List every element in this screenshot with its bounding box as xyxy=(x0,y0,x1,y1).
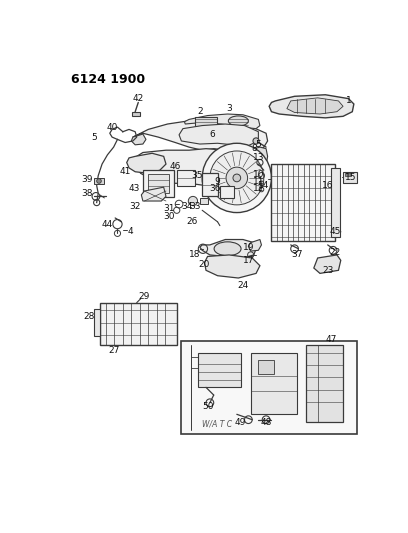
Polygon shape xyxy=(269,95,354,118)
Bar xyxy=(220,185,234,198)
Text: 37: 37 xyxy=(291,251,303,260)
Text: 41: 41 xyxy=(120,167,131,176)
Text: 28: 28 xyxy=(83,312,95,321)
Polygon shape xyxy=(287,98,343,114)
Bar xyxy=(200,198,208,204)
Text: 49: 49 xyxy=(235,417,246,426)
Text: 38: 38 xyxy=(81,189,93,198)
Text: 30: 30 xyxy=(163,212,175,221)
Text: 13: 13 xyxy=(253,154,264,163)
Bar xyxy=(343,172,357,182)
Bar xyxy=(306,345,343,422)
Text: 12: 12 xyxy=(253,184,264,193)
Text: 5: 5 xyxy=(91,133,97,142)
Text: 36: 36 xyxy=(210,184,221,193)
Bar xyxy=(195,117,217,128)
Text: 20: 20 xyxy=(198,260,209,269)
Polygon shape xyxy=(204,255,260,278)
Bar xyxy=(148,174,169,193)
Text: 19: 19 xyxy=(243,243,254,252)
Polygon shape xyxy=(179,124,258,146)
Polygon shape xyxy=(131,134,146,145)
Text: 18: 18 xyxy=(189,251,200,260)
Polygon shape xyxy=(246,147,268,170)
Text: 29: 29 xyxy=(139,292,150,301)
Text: 42: 42 xyxy=(133,94,144,103)
Circle shape xyxy=(202,143,271,213)
Polygon shape xyxy=(314,255,341,273)
Bar xyxy=(94,178,104,184)
Bar xyxy=(182,341,357,433)
Text: 9: 9 xyxy=(215,176,220,185)
Polygon shape xyxy=(127,154,166,173)
Text: 27: 27 xyxy=(108,346,119,355)
Text: 6: 6 xyxy=(209,130,215,139)
Text: 16: 16 xyxy=(322,181,333,190)
Polygon shape xyxy=(184,114,260,128)
Bar xyxy=(331,168,340,237)
Text: 43: 43 xyxy=(129,184,140,193)
Text: 3: 3 xyxy=(226,104,232,113)
Circle shape xyxy=(97,179,101,183)
Circle shape xyxy=(253,138,259,144)
Bar xyxy=(143,170,174,197)
Bar xyxy=(132,112,140,116)
Text: 14: 14 xyxy=(258,181,269,190)
Circle shape xyxy=(210,151,264,205)
Text: 34: 34 xyxy=(181,202,193,211)
Text: 6124 1900: 6124 1900 xyxy=(71,73,145,86)
Text: 2: 2 xyxy=(197,107,203,116)
Polygon shape xyxy=(135,149,262,189)
Polygon shape xyxy=(248,239,262,251)
Bar xyxy=(177,170,195,185)
Bar xyxy=(251,353,297,414)
Ellipse shape xyxy=(228,116,248,126)
Text: 1: 1 xyxy=(346,96,351,106)
Text: 8: 8 xyxy=(251,144,257,153)
Text: 23: 23 xyxy=(322,266,333,275)
Text: 31: 31 xyxy=(163,204,175,213)
Bar xyxy=(271,164,335,241)
Text: 44: 44 xyxy=(102,220,113,229)
Text: 46: 46 xyxy=(170,162,181,171)
Text: 48: 48 xyxy=(260,417,272,426)
Polygon shape xyxy=(141,187,166,201)
Bar xyxy=(100,303,177,345)
Circle shape xyxy=(233,174,241,182)
Ellipse shape xyxy=(214,242,241,256)
Text: 45: 45 xyxy=(330,227,341,236)
Text: 50: 50 xyxy=(202,402,213,411)
Circle shape xyxy=(226,167,248,189)
Text: 26: 26 xyxy=(186,217,198,227)
Bar xyxy=(345,173,351,176)
Text: 11: 11 xyxy=(253,176,264,185)
Text: 10: 10 xyxy=(253,169,264,179)
Text: 5: 5 xyxy=(255,140,261,149)
Circle shape xyxy=(188,196,197,206)
Bar xyxy=(258,360,274,374)
Polygon shape xyxy=(133,119,268,155)
Text: 39: 39 xyxy=(81,175,93,184)
Text: 32: 32 xyxy=(129,202,141,211)
Bar xyxy=(93,309,100,336)
Text: 24: 24 xyxy=(237,281,248,290)
Bar xyxy=(198,353,241,387)
Text: 40: 40 xyxy=(106,123,118,132)
Text: 33: 33 xyxy=(189,202,201,211)
Text: 17: 17 xyxy=(243,256,254,265)
Text: 47: 47 xyxy=(325,335,337,344)
Polygon shape xyxy=(200,239,256,258)
Text: 35: 35 xyxy=(191,171,202,180)
Text: 15: 15 xyxy=(345,173,357,182)
Text: 4: 4 xyxy=(128,227,133,236)
Text: 22: 22 xyxy=(330,248,341,257)
Text: W/A T C: W/A T C xyxy=(202,420,232,429)
Bar xyxy=(202,173,217,196)
